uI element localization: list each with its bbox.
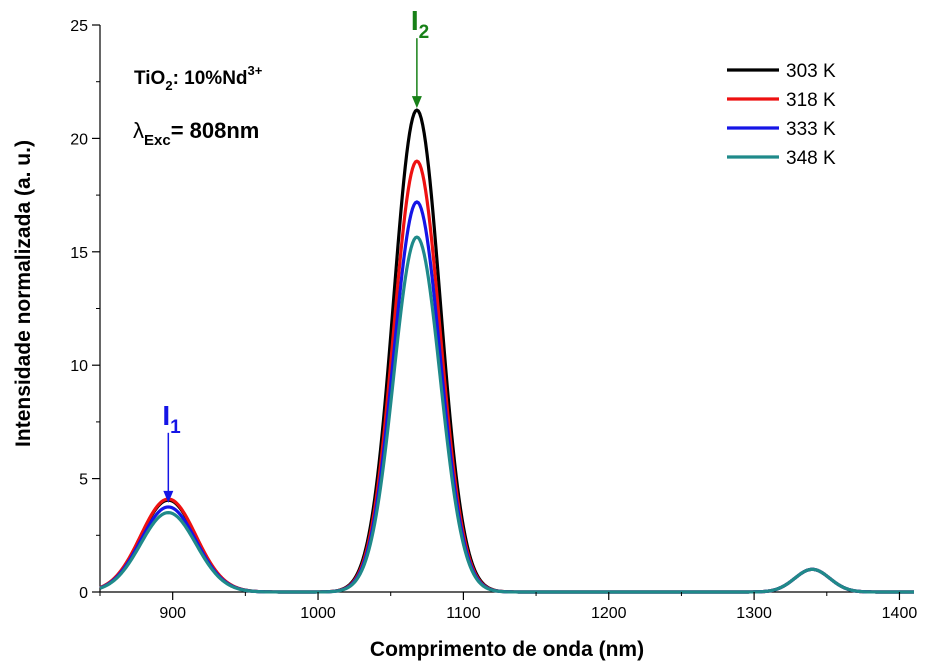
series-line	[99, 108, 915, 594]
excitation-annotation: λExc= 808nm	[133, 118, 259, 149]
exc-base: λ	[133, 118, 144, 143]
peak-arrow-head	[163, 490, 174, 503]
sample-annotation: TiO2: 10%Nd3+	[134, 63, 263, 93]
series-line	[99, 235, 915, 594]
legend-label: 348 K	[786, 148, 836, 169]
x-tick-label: 1000	[300, 605, 336, 622]
y-tick-label: 5	[79, 472, 88, 489]
x-axis-title: Comprimento de onda (nm)	[370, 638, 644, 661]
peak-arrow-head	[411, 96, 422, 109]
sample-mid: : 10%Nd	[173, 68, 248, 89]
ticks: 900 1000 1100 1200 1300 1400 0 5 10 15 20 25	[70, 18, 917, 622]
legend: 303 K 318 K 333 K 348 K	[727, 61, 836, 169]
series-line	[99, 200, 915, 594]
sample-sub: 2	[165, 78, 172, 93]
y-tick-label: 20	[70, 131, 88, 148]
peak-label: I2	[411, 5, 429, 43]
y-tick-label: 10	[70, 358, 88, 375]
x-tick-label: 900	[159, 605, 186, 622]
y-tick-label: 15	[70, 245, 88, 262]
series-line	[99, 159, 915, 594]
y-tick-label: 0	[79, 585, 88, 602]
peak-label: I1	[162, 400, 181, 438]
legend-label: 318 K	[786, 90, 836, 111]
series-group	[99, 108, 915, 594]
x-tick-label: 1400	[882, 605, 918, 622]
y-axis-title: Intensidade normalizada (a. u.)	[12, 140, 35, 447]
legend-label: 303 K	[786, 61, 836, 82]
y-tick-label: 25	[70, 18, 88, 35]
legend-label: 333 K	[786, 119, 836, 140]
sample-base: TiO	[134, 68, 165, 89]
x-tick-label: 1200	[591, 605, 627, 622]
peak-markers: I1 I2	[162, 5, 429, 503]
exc-rest: = 808nm	[171, 118, 260, 143]
x-tick-label: 1100	[446, 605, 481, 622]
exc-sub: Exc	[144, 132, 171, 149]
x-tick-label: 1300	[736, 605, 772, 622]
sample-sup: 3+	[248, 63, 263, 78]
